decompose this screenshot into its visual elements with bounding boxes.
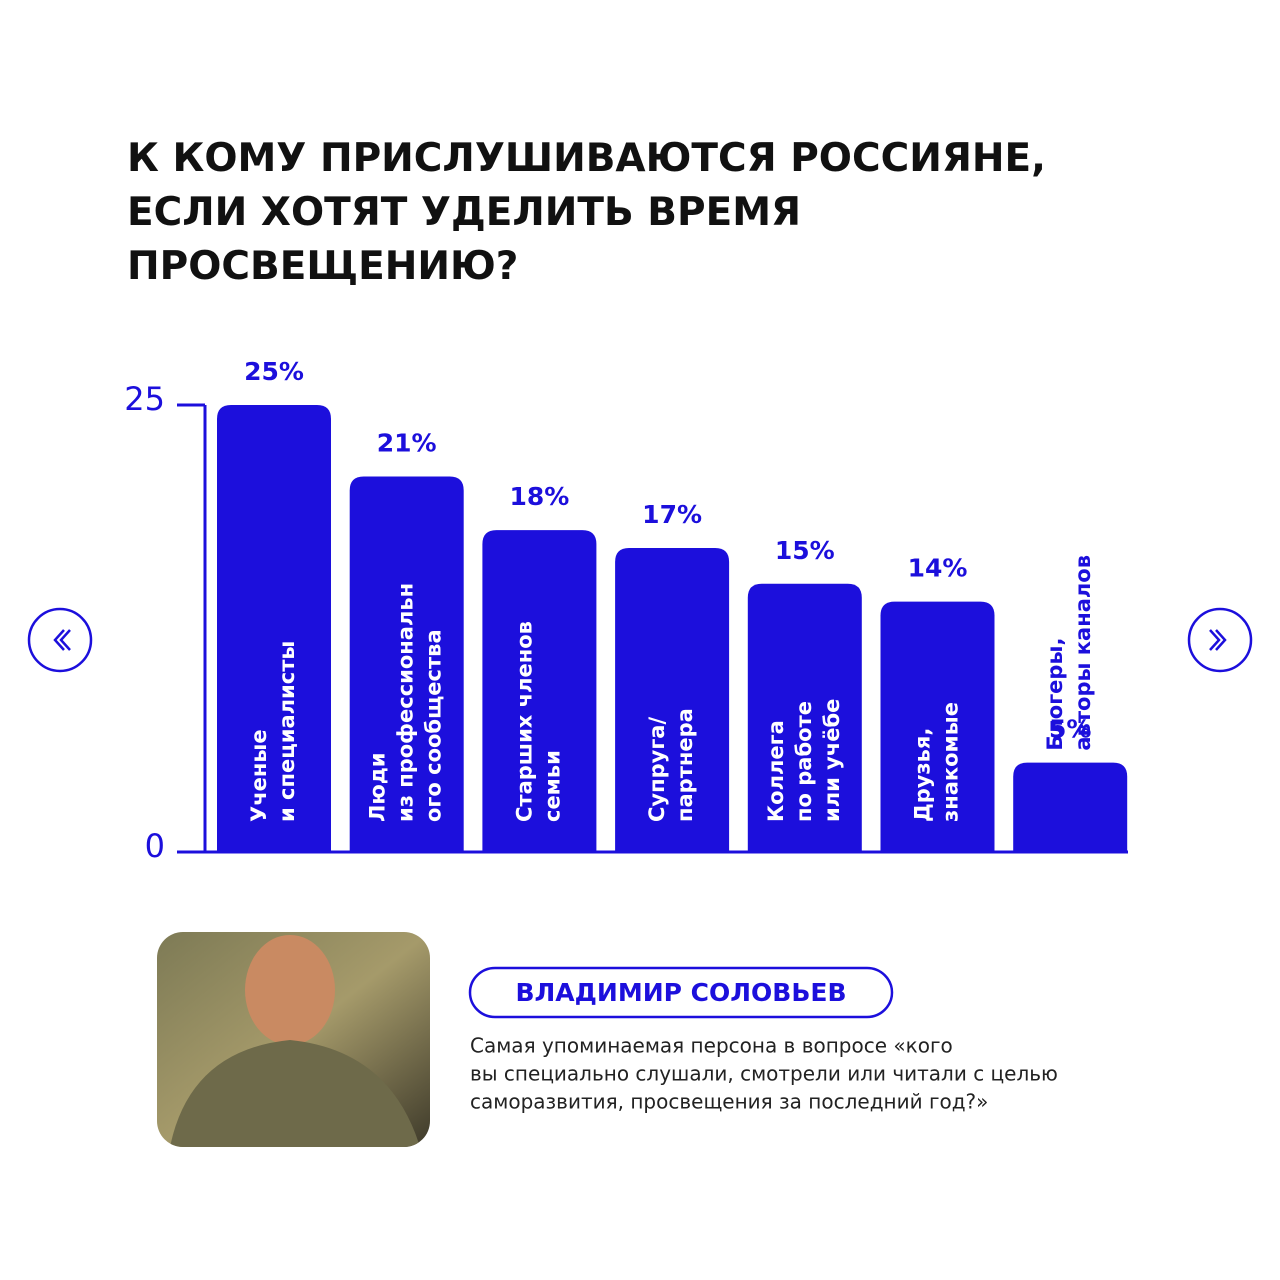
person-description: саморазвития, просвещения за последний г…	[470, 1090, 988, 1114]
x-category-label: Супруга/	[645, 717, 669, 822]
x-category-label: Блогеры,	[1043, 638, 1067, 751]
y-tick-label: 25	[124, 380, 165, 418]
bar	[217, 405, 331, 852]
value-label: 18%	[509, 482, 569, 511]
x-category-label: и специалисты	[275, 641, 299, 822]
y-tick-label: 0	[145, 827, 165, 865]
x-category-label: из профессиональн	[394, 583, 418, 822]
bar	[615, 548, 730, 852]
value-label: 15%	[775, 536, 835, 565]
bar	[747, 583, 862, 852]
person-name: ВЛАДИМИР СОЛОВЬЕВ	[515, 978, 846, 1007]
value-label: 17%	[642, 500, 702, 529]
x-category-label: Друзья,	[911, 728, 935, 822]
chart-title: К КОМУ ПРИСЛУШИВАЮТСЯ РОССИЯНЕ, ЕСЛИ ХОТ…	[127, 136, 1046, 289]
x-category-label: Люди	[366, 752, 390, 822]
x-category-label: Старших членов	[512, 621, 536, 822]
value-label: 14%	[908, 554, 968, 583]
value-label: 5%	[1049, 715, 1091, 744]
bar	[482, 530, 597, 852]
person-description: Самая упоминаемая персона в вопросе «ког…	[470, 1034, 953, 1058]
nav-next[interactable]	[1187, 607, 1253, 673]
value-label: 21%	[377, 429, 437, 458]
bar	[880, 601, 995, 852]
x-category-label: знакомые	[939, 702, 963, 822]
value-label: 25%	[244, 357, 304, 386]
bar	[349, 476, 464, 852]
person-description: вы специально слушали, смотрели или чита…	[470, 1062, 1058, 1086]
x-category-label: Ученые	[247, 729, 271, 822]
x-category-label: по работе	[792, 701, 816, 822]
name-pill	[468, 966, 894, 1019]
x-category-label: Коллега	[764, 720, 788, 822]
x-category-label: авторы каналов	[1071, 555, 1095, 751]
nav-prev[interactable]	[27, 607, 93, 673]
x-category-label: ого сообщества	[422, 629, 446, 822]
x-category-label: или учёбе	[820, 699, 844, 822]
bar	[1013, 762, 1128, 852]
x-category-label: партнера	[673, 708, 697, 822]
photo	[157, 932, 430, 1147]
x-category-label: семьи	[540, 750, 564, 822]
